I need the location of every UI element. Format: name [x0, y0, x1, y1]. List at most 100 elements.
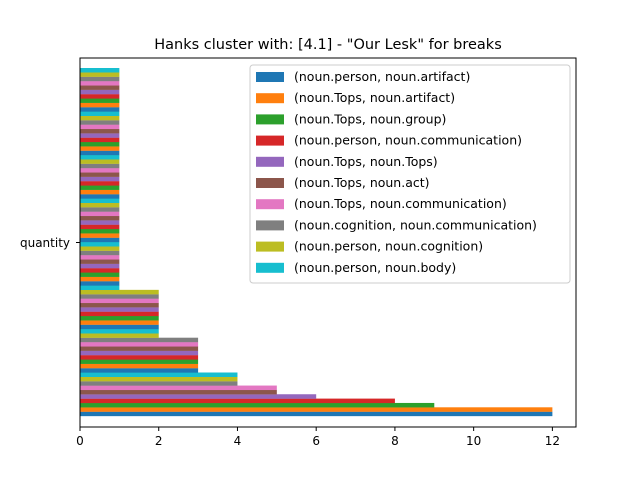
legend-swatch [256, 199, 284, 210]
x-tick-label: 6 [312, 434, 320, 448]
bar [80, 202, 120, 208]
bar [80, 355, 199, 360]
legend-label: (noun.cognition, noun.communication) [294, 217, 537, 232]
bar [80, 315, 159, 321]
bar [80, 402, 435, 408]
bar [80, 372, 238, 377]
bar [80, 272, 120, 277]
x-axis: 0 2 4 6 8 10 12 [76, 427, 560, 448]
legend-swatch [256, 178, 284, 188]
bar [80, 76, 120, 82]
bar [80, 324, 159, 330]
bar [80, 237, 120, 243]
bar [80, 307, 159, 312]
bar [80, 268, 120, 273]
bar [80, 381, 238, 386]
legend-label: (noun.Tops, noun.artifact) [294, 90, 455, 105]
bar [80, 276, 120, 282]
bar [80, 159, 120, 164]
bar [80, 394, 317, 399]
legend-label: (noun.Tops, noun.group) [294, 111, 446, 126]
x-tick-label: 12 [545, 434, 560, 448]
legend-label: (noun.person, noun.cognition) [294, 239, 483, 254]
legend-swatch [256, 156, 284, 167]
bar [80, 146, 120, 151]
bar [80, 163, 120, 169]
legend-label: (noun.person, noun.communication) [294, 133, 522, 148]
bar [80, 207, 120, 212]
bar [80, 198, 120, 203]
bar [80, 294, 159, 299]
legend-swatch [256, 93, 284, 104]
bar [80, 342, 199, 347]
bar [80, 185, 120, 190]
bar [80, 350, 199, 356]
x-tick-label: 2 [155, 434, 163, 448]
bar [80, 120, 120, 125]
bar [80, 263, 120, 269]
y-tick-label: quantity [20, 236, 70, 250]
bar [80, 363, 199, 369]
bar [80, 389, 277, 395]
legend-label: (noun.Tops, noun.act) [294, 175, 430, 190]
bar [80, 176, 120, 182]
bar [80, 111, 120, 116]
bar [80, 215, 120, 221]
bar [80, 337, 199, 343]
legend-swatch [256, 135, 284, 146]
bar [80, 81, 120, 86]
bar [80, 242, 120, 247]
bar [80, 137, 120, 143]
bar [80, 155, 120, 160]
bar [80, 333, 159, 338]
legend: (noun.person, noun.artifact) (noun.Tops, … [249, 64, 571, 284]
chart-title: Hanks cluster with: [4.1] - "Our Lesk" f… [154, 37, 502, 53]
legend-swatch [256, 262, 284, 273]
bar [80, 150, 120, 156]
bar [80, 85, 120, 90]
legend-label: (noun.person, noun.artifact) [294, 69, 470, 84]
x-tick-label: 0 [76, 434, 84, 448]
bar [80, 376, 238, 382]
bar [80, 302, 159, 308]
bar [80, 128, 120, 134]
bar [80, 320, 159, 325]
x-tick-label: 4 [234, 434, 242, 448]
legend-swatch [256, 220, 284, 231]
bar [80, 181, 120, 186]
bar [80, 115, 120, 121]
bar [80, 285, 120, 290]
bar [80, 68, 120, 73]
legend-label: (noun.person, noun.body) [294, 260, 456, 275]
legend-swatch [256, 114, 284, 125]
bar [80, 224, 120, 230]
bar [80, 281, 120, 286]
bar [80, 346, 199, 351]
legend-swatch [256, 241, 284, 252]
legend-box [249, 64, 571, 284]
bar [80, 329, 159, 334]
legend-label: (noun.Tops, noun.communication) [294, 196, 507, 211]
bar [80, 246, 120, 251]
bar [80, 98, 120, 103]
bar [80, 385, 277, 391]
bar [80, 89, 120, 95]
bar [80, 172, 120, 177]
bar [80, 124, 120, 130]
y-axis: quantity [20, 236, 80, 250]
bar [80, 228, 120, 234]
bar [80, 311, 159, 317]
legend-swatch [256, 72, 284, 82]
bars-group [80, 68, 553, 417]
bar [80, 194, 120, 199]
bar [80, 255, 120, 260]
bar [80, 411, 553, 417]
bar [80, 168, 120, 173]
bar [80, 233, 120, 238]
bar [80, 368, 199, 373]
legend-label: (noun.Tops, noun.Tops) [294, 154, 438, 169]
bar [80, 220, 120, 225]
bar [80, 133, 120, 138]
bar [80, 102, 120, 108]
